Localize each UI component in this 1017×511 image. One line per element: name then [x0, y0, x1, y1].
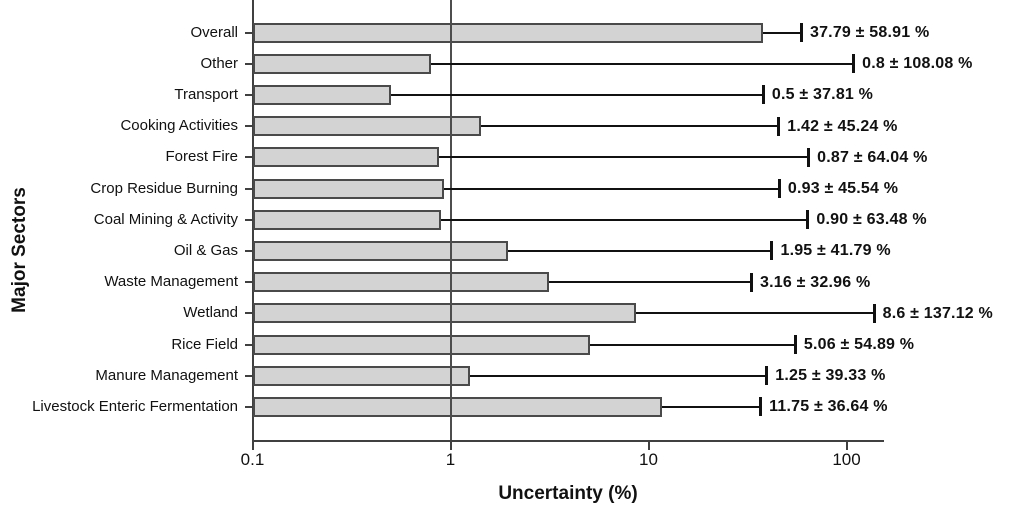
value-annotation: 0.93 ± 45.54 %: [787, 180, 899, 197]
y-axis-tick: [244, 281, 253, 284]
value-annotation: 3.16 ± 32.96 %: [760, 273, 871, 291]
x-axis-line: [252, 440, 884, 442]
error-cap: [759, 397, 763, 417]
x-axis-tick-label: 0.1: [240, 450, 265, 469]
y-axis-tick: [244, 156, 253, 159]
bar: [252, 365, 470, 386]
error-whisker: [662, 405, 761, 408]
error-cap: [852, 54, 856, 74]
error-whisker: [635, 312, 874, 315]
error-cap: [799, 23, 803, 42]
error-cap: [872, 303, 876, 323]
bar: [252, 240, 508, 261]
error-cap: [777, 116, 781, 136]
bar: [252, 53, 432, 74]
category-label: Crop Residue Burning: [90, 179, 238, 197]
y-axis-tick: [244, 249, 253, 252]
error-whisker: [762, 31, 801, 34]
x-axis-tick: [647, 442, 650, 450]
y-axis-tick: [244, 312, 253, 315]
category-label: Manure Management: [95, 366, 238, 384]
bar: [252, 147, 439, 168]
x-axis-tick: [449, 442, 452, 450]
error-cap: [807, 147, 811, 167]
x-axis-tick: [845, 442, 848, 450]
category-label: Oil & Gas: [173, 241, 238, 259]
value-annotation: 37.79 ± 58.91 %: [809, 24, 930, 41]
bar: [252, 116, 481, 137]
bar: [252, 334, 590, 355]
value-annotation: 0.5 ± 37.81 %: [771, 86, 874, 104]
error-whisker: [438, 156, 809, 159]
x-axis-tick: [251, 442, 254, 450]
error-cap: [793, 335, 797, 354]
y-axis-tick: [244, 374, 253, 377]
value-annotation: 0.87 ± 64.04 %: [817, 148, 928, 166]
value-annotation: 0.8 ± 108.08 %: [862, 55, 973, 73]
value-annotation: 5.06 ± 54.89 %: [803, 336, 915, 353]
y-axis-tick: [244, 31, 253, 34]
category-label: Livestock Enteric Fermentation: [32, 397, 238, 415]
x-axis-title: Uncertainty (%): [498, 483, 638, 504]
y-axis-tick: [244, 125, 253, 128]
value-annotation: 1.95 ± 41.79 %: [780, 242, 891, 260]
error-whisker: [507, 249, 772, 252]
category-label: Waste Management: [104, 273, 238, 291]
error-whisker: [444, 187, 779, 190]
x-axis-tick-label: 1: [445, 450, 456, 469]
value-annotation: 0.90 ± 63.48 %: [816, 211, 927, 229]
error-cap: [806, 210, 810, 230]
category-label: Overall: [190, 23, 238, 41]
error-cap: [777, 179, 781, 198]
y-axis-tick: [244, 405, 253, 408]
category-label: Wetland: [183, 304, 238, 322]
y-axis-tick: [244, 187, 253, 190]
y-axis-tick: [244, 62, 253, 65]
error-whisker: [390, 93, 763, 96]
error-whisker: [469, 374, 767, 377]
error-whisker: [441, 218, 808, 221]
category-label: Rice Field: [171, 335, 238, 353]
bar: [252, 272, 550, 293]
value-annotation: 1.25 ± 39.33 %: [775, 367, 886, 385]
value-annotation: 11.75 ± 36.64 %: [769, 398, 888, 416]
bar: [252, 178, 445, 199]
category-label: Coal Mining & Activity: [93, 210, 238, 228]
y-axis-tick: [244, 93, 253, 96]
x-axis-tick-label: 100: [832, 450, 861, 469]
error-cap: [765, 366, 769, 386]
category-label: Forest Fire: [165, 148, 238, 166]
error-whisker: [589, 343, 795, 346]
error-cap: [750, 272, 754, 292]
bar: [252, 209, 442, 230]
error-cap: [770, 241, 774, 261]
category-label: Transport: [174, 85, 238, 103]
category-label: Other: [200, 54, 238, 72]
value-annotation: 8.6 ± 137.12 %: [882, 304, 993, 322]
bar: [252, 303, 636, 324]
bar: [252, 84, 391, 105]
value-annotation: 1.42 ± 45.24 %: [787, 117, 898, 135]
y-axis-tick: [244, 218, 253, 221]
bar: [252, 22, 763, 43]
x-axis-tick-label: 10: [639, 450, 658, 469]
category-label: Cooking Activities: [120, 117, 238, 135]
error-whisker: [480, 125, 779, 128]
bar: [252, 396, 663, 417]
error-whisker: [549, 281, 752, 284]
y-axis-tick: [244, 343, 253, 346]
error-cap: [761, 85, 765, 105]
error-whisker: [431, 62, 854, 65]
